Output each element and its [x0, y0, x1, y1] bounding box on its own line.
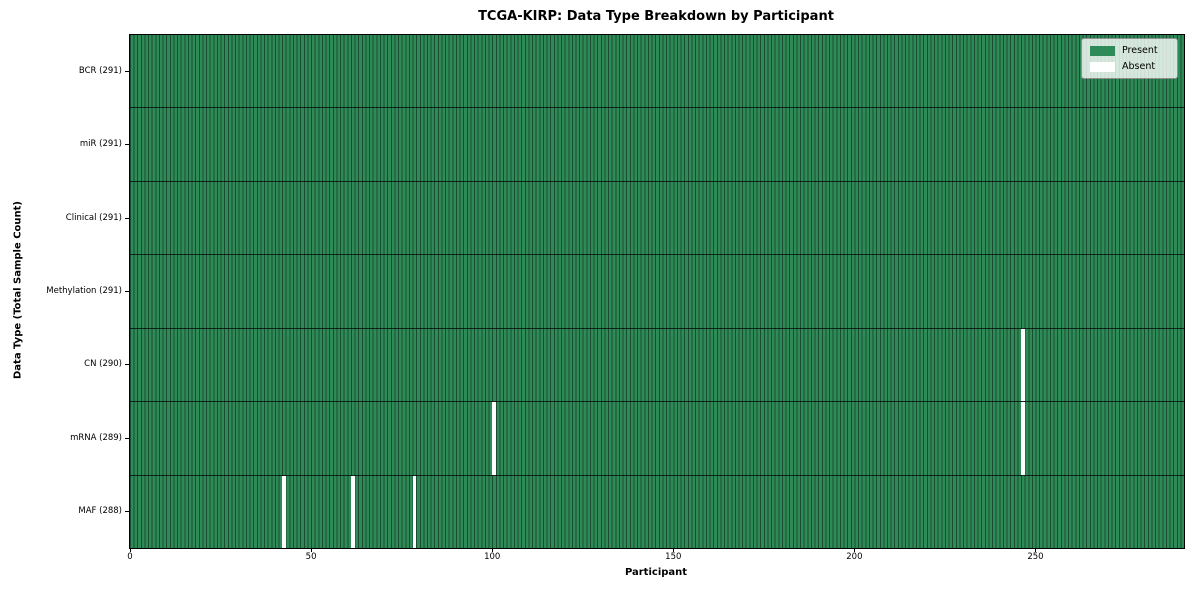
xtick-label-150: 150 [665, 552, 682, 562]
ytick-label-cn: CN (290) [84, 359, 122, 370]
ytick-label-bcr: BCR (291) [78, 66, 122, 77]
legend-entry-present: Present [1090, 45, 1169, 56]
xtick-mark-150 [673, 548, 675, 552]
legend-swatch-absent [1090, 61, 1115, 72]
x-axis-label: Participant [624, 567, 688, 578]
ytick-label-methylation: Methylation (291) [46, 286, 122, 296]
absent-cell-cn-246 [1021, 328, 1025, 402]
ytick-mark-maf [125, 510, 129, 512]
ytick-mark-clinical [125, 217, 129, 219]
xtick-mark-200 [854, 548, 856, 552]
ytick-mark-mir [125, 144, 129, 146]
heatmap-row-clinical [130, 181, 1184, 256]
heatmap-row-bcr [130, 35, 1184, 109]
xtick-label-100: 100 [484, 552, 501, 562]
absent-cell-maf-78 [412, 475, 417, 548]
ytick-label-clinical: Clinical (291) [65, 212, 122, 223]
legend-entry-absent: Absent [1090, 61, 1169, 72]
heatmap-row-methylation [130, 255, 1184, 329]
xtick-mark-250 [1035, 548, 1037, 552]
xtick-label-200: 200 [846, 552, 863, 562]
absent-cell-mrna-246 [1021, 402, 1025, 475]
ytick-mark-mrna [125, 437, 129, 439]
ytick-label-maf: MAF (288) [78, 505, 122, 516]
ytick-label-mir: miR (291) [79, 139, 122, 150]
heatmap-row-mir [130, 108, 1184, 182]
absent-cell-maf-42 [282, 475, 286, 548]
xtick-mark-50 [311, 548, 313, 552]
xtick-mark-100 [492, 548, 494, 552]
heatmap-row-maf [130, 475, 1184, 548]
ytick-mark-methylation [125, 291, 129, 292]
absent-cell-mrna-100 [492, 402, 496, 475]
plot-area [129, 34, 1185, 549]
xtick-mark-0 [130, 548, 131, 552]
heatmap-row-mrna [130, 402, 1184, 476]
absent-cell-maf-61 [350, 475, 355, 548]
legend: Present Absent [1081, 38, 1178, 79]
ytick-label-mrna: mRNA (289) [70, 432, 122, 443]
chart-title: TCGA-KIRP: Data Type Breakdown by Partic… [478, 9, 834, 24]
xtick-label-250: 250 [1027, 552, 1044, 562]
ytick-mark-cn [125, 364, 129, 366]
heatmap-row-cn [130, 328, 1184, 403]
legend-label-absent: Absent [1122, 61, 1156, 72]
legend-swatch-present [1090, 45, 1115, 56]
xtick-label-0: 0 [127, 552, 133, 562]
legend-label-present: Present [1122, 45, 1158, 56]
ytick-mark-bcr [125, 71, 129, 73]
xtick-label-50: 50 [305, 552, 317, 562]
